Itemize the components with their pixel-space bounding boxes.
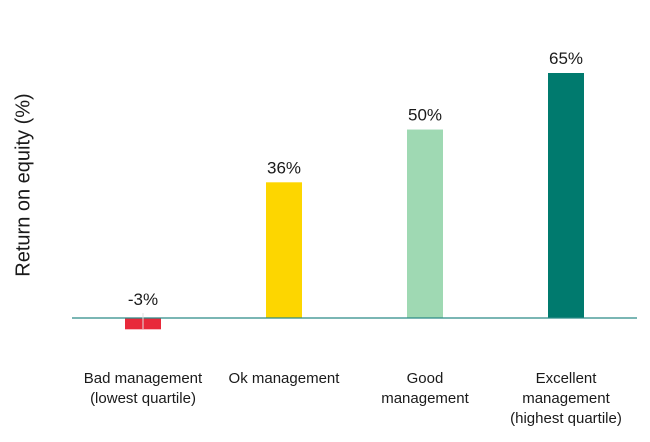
data-label-ok-management: 36% <box>267 158 301 177</box>
y-axis-label: Return on equity (%) <box>12 93 35 277</box>
category-label-bad-management-line2: (lowest quartile) <box>90 390 196 407</box>
data-label-excellent: 65% <box>549 49 583 68</box>
bar-excellent <box>548 73 584 318</box>
data-label-bad-management: -3% <box>128 290 158 309</box>
data-label-good: 50% <box>408 106 442 125</box>
category-label-bad-management: Bad management <box>84 370 203 387</box>
y-axis-label-container: Return on equity (%) <box>4 80 44 290</box>
category-label-good-line2: management <box>381 390 469 407</box>
bar-good <box>407 129 443 318</box>
category-label-good: Good <box>407 370 444 387</box>
category-label-ok-management: Ok management <box>229 370 341 387</box>
category-label-excellent-line2: management <box>522 390 610 407</box>
category-label-excellent-line3: (highest quartile) <box>510 410 622 427</box>
bar-ok-management <box>266 182 302 318</box>
category-label-excellent: Excellent <box>536 370 598 387</box>
